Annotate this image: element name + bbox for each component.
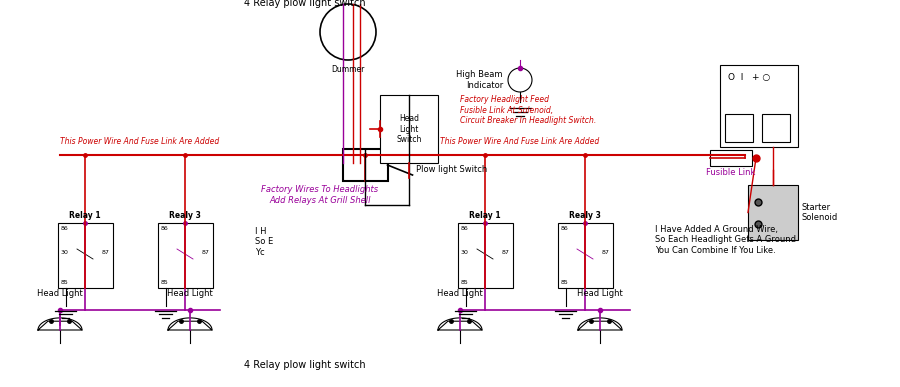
Bar	[158, 223, 212, 288]
Text: 86: 86	[561, 226, 568, 231]
Text: 85: 85	[461, 279, 468, 284]
Text: Starter
Solenoid: Starter Solenoid	[802, 203, 838, 222]
Text: Head Light: Head Light	[167, 289, 213, 298]
Text: Dummer: Dummer	[331, 65, 364, 74]
Bar	[457, 223, 512, 288]
Text: Realy 3: Realy 3	[569, 212, 601, 221]
Text: 87: 87	[501, 250, 509, 255]
Text: Head Light: Head Light	[37, 289, 83, 298]
Text: 86: 86	[60, 226, 68, 231]
Text: Head Light: Head Light	[577, 289, 623, 298]
Text: 87: 87	[102, 250, 110, 255]
Text: 85: 85	[561, 279, 568, 284]
Text: I H
So E
Yc: I H So E Yc	[255, 227, 274, 257]
Text: 30: 30	[461, 250, 468, 255]
Bar	[710, 150, 752, 166]
Text: 4 Relay plow light switch: 4 Relay plow light switch	[244, 0, 365, 8]
Text: Factory Wires To Headlights
Add Relays At Grill Shell: Factory Wires To Headlights Add Relays A…	[261, 185, 379, 205]
Circle shape	[508, 68, 532, 92]
Text: 86: 86	[461, 226, 468, 231]
Text: 4 Relay plow light switch: 4 Relay plow light switch	[244, 360, 365, 370]
Bar	[380, 95, 438, 163]
Text: Relay 1: Relay 1	[69, 212, 101, 221]
Text: Realy 3: Realy 3	[169, 212, 201, 221]
Text: Factory Headlight Feed
Fusible Link At Solenoid,
Circuit Breaker In Headlight Sw: Factory Headlight Feed Fusible Link At S…	[460, 95, 596, 125]
Text: O  I   + ○: O I + ○	[728, 73, 770, 82]
Text: 85: 85	[160, 279, 168, 284]
Bar	[720, 65, 798, 147]
Bar	[762, 114, 790, 142]
Text: 87: 87	[202, 250, 210, 255]
Text: Head
Light
Switch: Head Light Switch	[396, 114, 422, 144]
Text: Fusible Link: Fusible Link	[706, 168, 756, 177]
Text: High Beam
Indicator: High Beam Indicator	[456, 70, 503, 90]
Text: Head Light: Head Light	[437, 289, 483, 298]
Bar	[343, 149, 388, 181]
Circle shape	[320, 4, 376, 60]
Text: 85: 85	[60, 279, 68, 284]
Bar	[58, 223, 112, 288]
Bar	[725, 114, 753, 142]
Text: 86: 86	[160, 226, 168, 231]
Text: This Power Wire And Fuse Link Are Added: This Power Wire And Fuse Link Are Added	[60, 137, 220, 147]
Bar	[557, 223, 613, 288]
Bar	[748, 185, 798, 240]
Text: Plow light Switch: Plow light Switch	[416, 166, 487, 175]
Text: 87: 87	[601, 250, 609, 255]
Text: I Have Added A Ground Wire,
So Each Headlight Gets A Ground
You Can Combine If Y: I Have Added A Ground Wire, So Each Head…	[655, 225, 796, 255]
Text: Relay 1: Relay 1	[469, 212, 500, 221]
Text: 30: 30	[60, 250, 68, 255]
Text: This Power Wire And Fuse Link Are Added: This Power Wire And Fuse Link Are Added	[440, 137, 599, 147]
